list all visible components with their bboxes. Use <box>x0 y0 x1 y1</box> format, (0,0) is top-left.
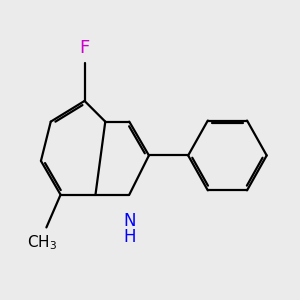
Text: N: N <box>123 212 136 230</box>
Text: H: H <box>123 228 136 246</box>
Text: F: F <box>80 39 90 57</box>
Text: CH$_3$: CH$_3$ <box>27 233 57 252</box>
